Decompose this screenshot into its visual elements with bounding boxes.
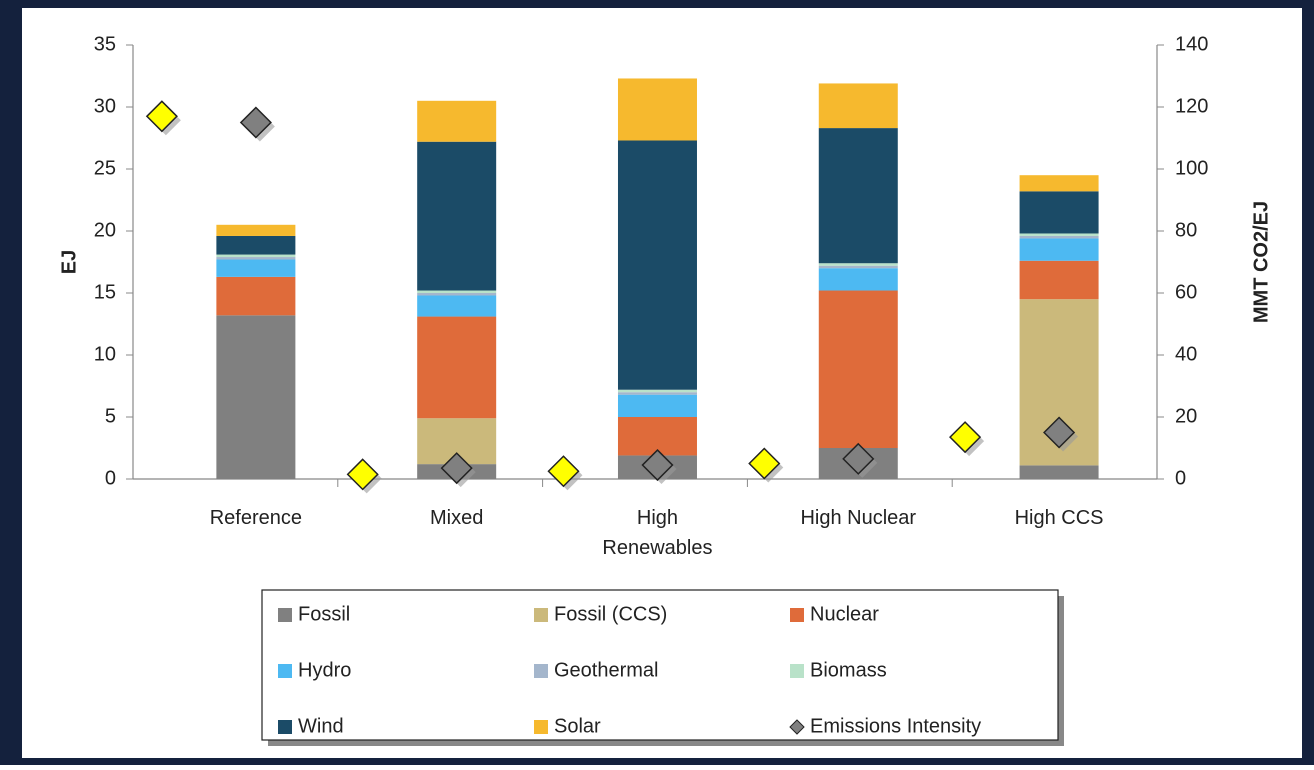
bar-segment (417, 141, 497, 291)
legend-label: Emissions Intensity (810, 715, 981, 737)
legend-label: Solar (554, 715, 601, 737)
legend-swatch (278, 608, 292, 622)
legend-label: Biomass (810, 659, 887, 681)
y2-tick-label: 20 (1175, 405, 1197, 427)
x-tick-label: High Nuclear (800, 507, 917, 529)
y-tick-label: 30 (94, 95, 116, 117)
bar-segment (216, 254, 296, 258)
x-tick-label: Reference (209, 507, 303, 529)
y2-tick-label: 40 (1175, 343, 1197, 365)
marker (842, 442, 875, 475)
marker (748, 447, 781, 480)
bar-segment (417, 290, 497, 293)
y2-tick-label: 0 (1175, 467, 1186, 489)
bar-segment (216, 276, 296, 316)
bar-segment (1019, 233, 1099, 236)
legend-label: Geothermal (554, 659, 659, 681)
bar-segment (417, 100, 497, 142)
legend-swatch (534, 664, 548, 678)
bar-segment (417, 295, 497, 317)
marker (145, 100, 178, 133)
bar-segment (818, 268, 898, 291)
bar-segment (818, 290, 898, 448)
marker (949, 421, 982, 454)
bar-segment (1019, 238, 1099, 261)
bar-segment (216, 235, 296, 255)
legend-box (261, 589, 1059, 741)
y-tick-label: 25 (94, 157, 116, 179)
y2-tick-label: 120 (1175, 95, 1208, 117)
bar-segment (1019, 465, 1099, 479)
bar-segment (216, 224, 296, 236)
y-tick-label: 10 (94, 343, 116, 365)
marker (346, 458, 379, 491)
marker (641, 448, 674, 482)
legend-label: Nuclear (810, 603, 879, 625)
x-tick-label: Mixed (429, 507, 484, 529)
marker (440, 452, 473, 485)
y2-tick-label: 60 (1175, 281, 1197, 303)
y2-tick-label: 80 (1175, 219, 1197, 241)
bar-segment (216, 315, 296, 479)
bar-segment (216, 257, 296, 260)
y2-axis-label: MMT CO2/EJ (1250, 201, 1272, 323)
bar-segment (617, 394, 697, 417)
bar-segment (818, 128, 898, 264)
y-axis-label: EJ (58, 250, 80, 274)
bar-segment (1019, 235, 1099, 239)
marker (1043, 416, 1076, 449)
legend-swatch (790, 608, 804, 622)
y-tick-label: 35 (94, 33, 116, 55)
y-tick-label: 0 (105, 467, 116, 489)
bar-segment (617, 140, 697, 390)
y2-tick-label: 100 (1175, 157, 1208, 179)
legend-label: Wind (298, 715, 344, 737)
legend-label: Fossil (298, 603, 350, 625)
legend-label: Hydro (298, 659, 351, 681)
y2-tick-label: 140 (1175, 33, 1208, 55)
y-tick-label: 15 (94, 281, 116, 303)
bar-segment (216, 259, 296, 277)
marker (239, 106, 272, 139)
bar-segment (1019, 191, 1099, 234)
bar-segment (617, 389, 697, 393)
bar-segment (417, 316, 497, 419)
y-tick-label: 5 (105, 405, 116, 427)
marker (547, 455, 580, 488)
y-tick-label: 20 (94, 219, 116, 241)
legend-swatch (278, 720, 292, 734)
legend-swatch (534, 608, 548, 622)
legend-swatch (278, 664, 292, 678)
legend-swatch (789, 719, 805, 735)
bar-segment (818, 265, 898, 269)
x-tick-label: High CCS (1014, 507, 1104, 529)
legend-swatch (534, 720, 548, 734)
legend-swatch (790, 664, 804, 678)
bar-segment (617, 78, 697, 141)
bar-segment (1019, 260, 1099, 300)
x-tick-label: High Renewables (602, 507, 713, 559)
bar-segment (1019, 175, 1099, 192)
bar-segment (818, 263, 898, 266)
bar-segment (417, 293, 497, 296)
bar-segment (818, 83, 898, 129)
bar-segment (617, 392, 697, 395)
legend-label: Fossil (CCS) (554, 603, 667, 625)
